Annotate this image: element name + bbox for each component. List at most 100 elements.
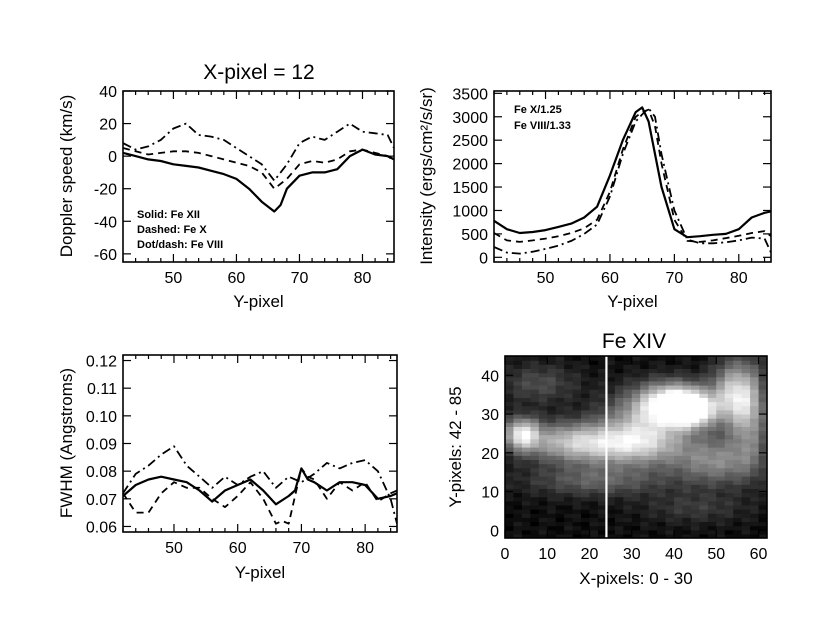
image-pixel	[657, 529, 667, 535]
image-pixel	[572, 455, 582, 461]
y-tick-label: -40	[94, 214, 117, 231]
image-pixel	[665, 384, 675, 390]
image-pixel	[547, 372, 557, 378]
image-pixel	[589, 513, 599, 518]
image-pixel	[631, 409, 641, 415]
image-pixel	[699, 422, 709, 427]
image-pixel	[657, 517, 667, 523]
image-pixel	[597, 405, 608, 411]
image-pixel	[741, 517, 751, 523]
image-pixel	[682, 513, 692, 518]
image-pixel	[631, 451, 641, 456]
image-pixel	[733, 504, 743, 510]
image-pixel	[564, 475, 574, 481]
image-pixel	[674, 368, 684, 374]
image-pixel	[530, 397, 540, 403]
image-pixel	[606, 413, 616, 419]
image-pixel	[631, 393, 641, 398]
image-pixel	[530, 455, 540, 461]
image-pixel	[581, 442, 591, 448]
image-pixel	[674, 488, 684, 494]
image-pixel	[741, 492, 751, 498]
image-pixel	[572, 376, 582, 382]
image-pixel	[733, 405, 743, 411]
image-pixel	[581, 372, 591, 378]
image-pixel	[530, 418, 540, 423]
image-pixel	[572, 397, 582, 403]
doppler-y-axis-label: Doppler speed (km/s)	[57, 95, 76, 258]
image-pixel	[750, 451, 760, 456]
image-pixel	[538, 521, 548, 527]
image-pixel	[538, 430, 548, 436]
image-pixel	[589, 372, 599, 378]
image-pixel	[665, 480, 675, 485]
x-tick-label: 70	[291, 270, 309, 287]
image-pixel	[606, 389, 616, 394]
image-pixel	[564, 405, 574, 411]
image-pixel	[513, 500, 523, 506]
image-pixel	[716, 397, 726, 403]
image-pixel	[564, 451, 574, 456]
image-pixel	[547, 475, 557, 481]
image-pixel	[657, 500, 667, 506]
image-pixel	[648, 467, 658, 473]
image-pixel	[614, 492, 624, 498]
image-pixel	[733, 529, 743, 535]
image-pixel	[674, 380, 684, 386]
image-pixel	[682, 434, 692, 440]
image-pixel	[538, 418, 548, 423]
image-pixel	[547, 513, 557, 518]
image-pixel	[614, 426, 624, 432]
image-pixel	[581, 384, 591, 390]
x-tick-label: 20	[581, 546, 599, 563]
image-pixel	[690, 376, 700, 382]
image-pixel	[699, 413, 709, 419]
image-pixel	[505, 529, 515, 535]
image-pixel	[716, 459, 726, 465]
image-pixel	[581, 533, 591, 538]
image-pixel	[648, 533, 658, 538]
image-pixel	[750, 380, 760, 386]
image-pixel	[513, 422, 523, 427]
image-pixel	[589, 380, 599, 386]
image-pixel	[631, 401, 641, 407]
image-pixel	[750, 430, 760, 436]
image-pixel	[521, 533, 531, 538]
image-plot-title: Fe XIV	[602, 330, 666, 353]
image-pixel	[648, 372, 658, 378]
image-pixel	[530, 389, 540, 394]
image-pixel	[648, 525, 658, 531]
image-pixel	[505, 397, 515, 403]
image-pixel	[572, 517, 582, 523]
image-pixel	[623, 525, 633, 531]
image-pixel	[530, 529, 540, 535]
image-pixel	[716, 401, 726, 407]
image-pixel	[648, 492, 658, 498]
image-pixel	[572, 509, 582, 514]
image-pixel	[505, 356, 515, 361]
image-pixel	[707, 447, 717, 452]
image-pixel	[614, 475, 624, 481]
image-pixel	[581, 500, 591, 506]
image-pixel	[758, 467, 767, 473]
image-pixel	[547, 360, 557, 365]
image-pixel	[665, 517, 675, 523]
image-pixel	[547, 384, 557, 390]
image-pixel	[741, 455, 751, 461]
image-pixel	[724, 368, 734, 374]
image-pixel	[707, 442, 717, 448]
image-pixel	[724, 422, 734, 427]
image-pixel	[572, 484, 582, 489]
image-pixel	[724, 384, 734, 390]
image-pixel	[707, 393, 717, 398]
image-pixel	[699, 442, 709, 448]
image-pixel	[614, 380, 624, 386]
image-pixel	[716, 384, 726, 390]
image-pixel	[597, 430, 608, 436]
image-pixel	[581, 471, 591, 477]
image-pixel	[690, 480, 700, 485]
image-pixel	[648, 504, 658, 510]
image-pixel	[614, 521, 624, 527]
image-pixel	[623, 463, 633, 469]
image-pixel	[741, 360, 751, 365]
